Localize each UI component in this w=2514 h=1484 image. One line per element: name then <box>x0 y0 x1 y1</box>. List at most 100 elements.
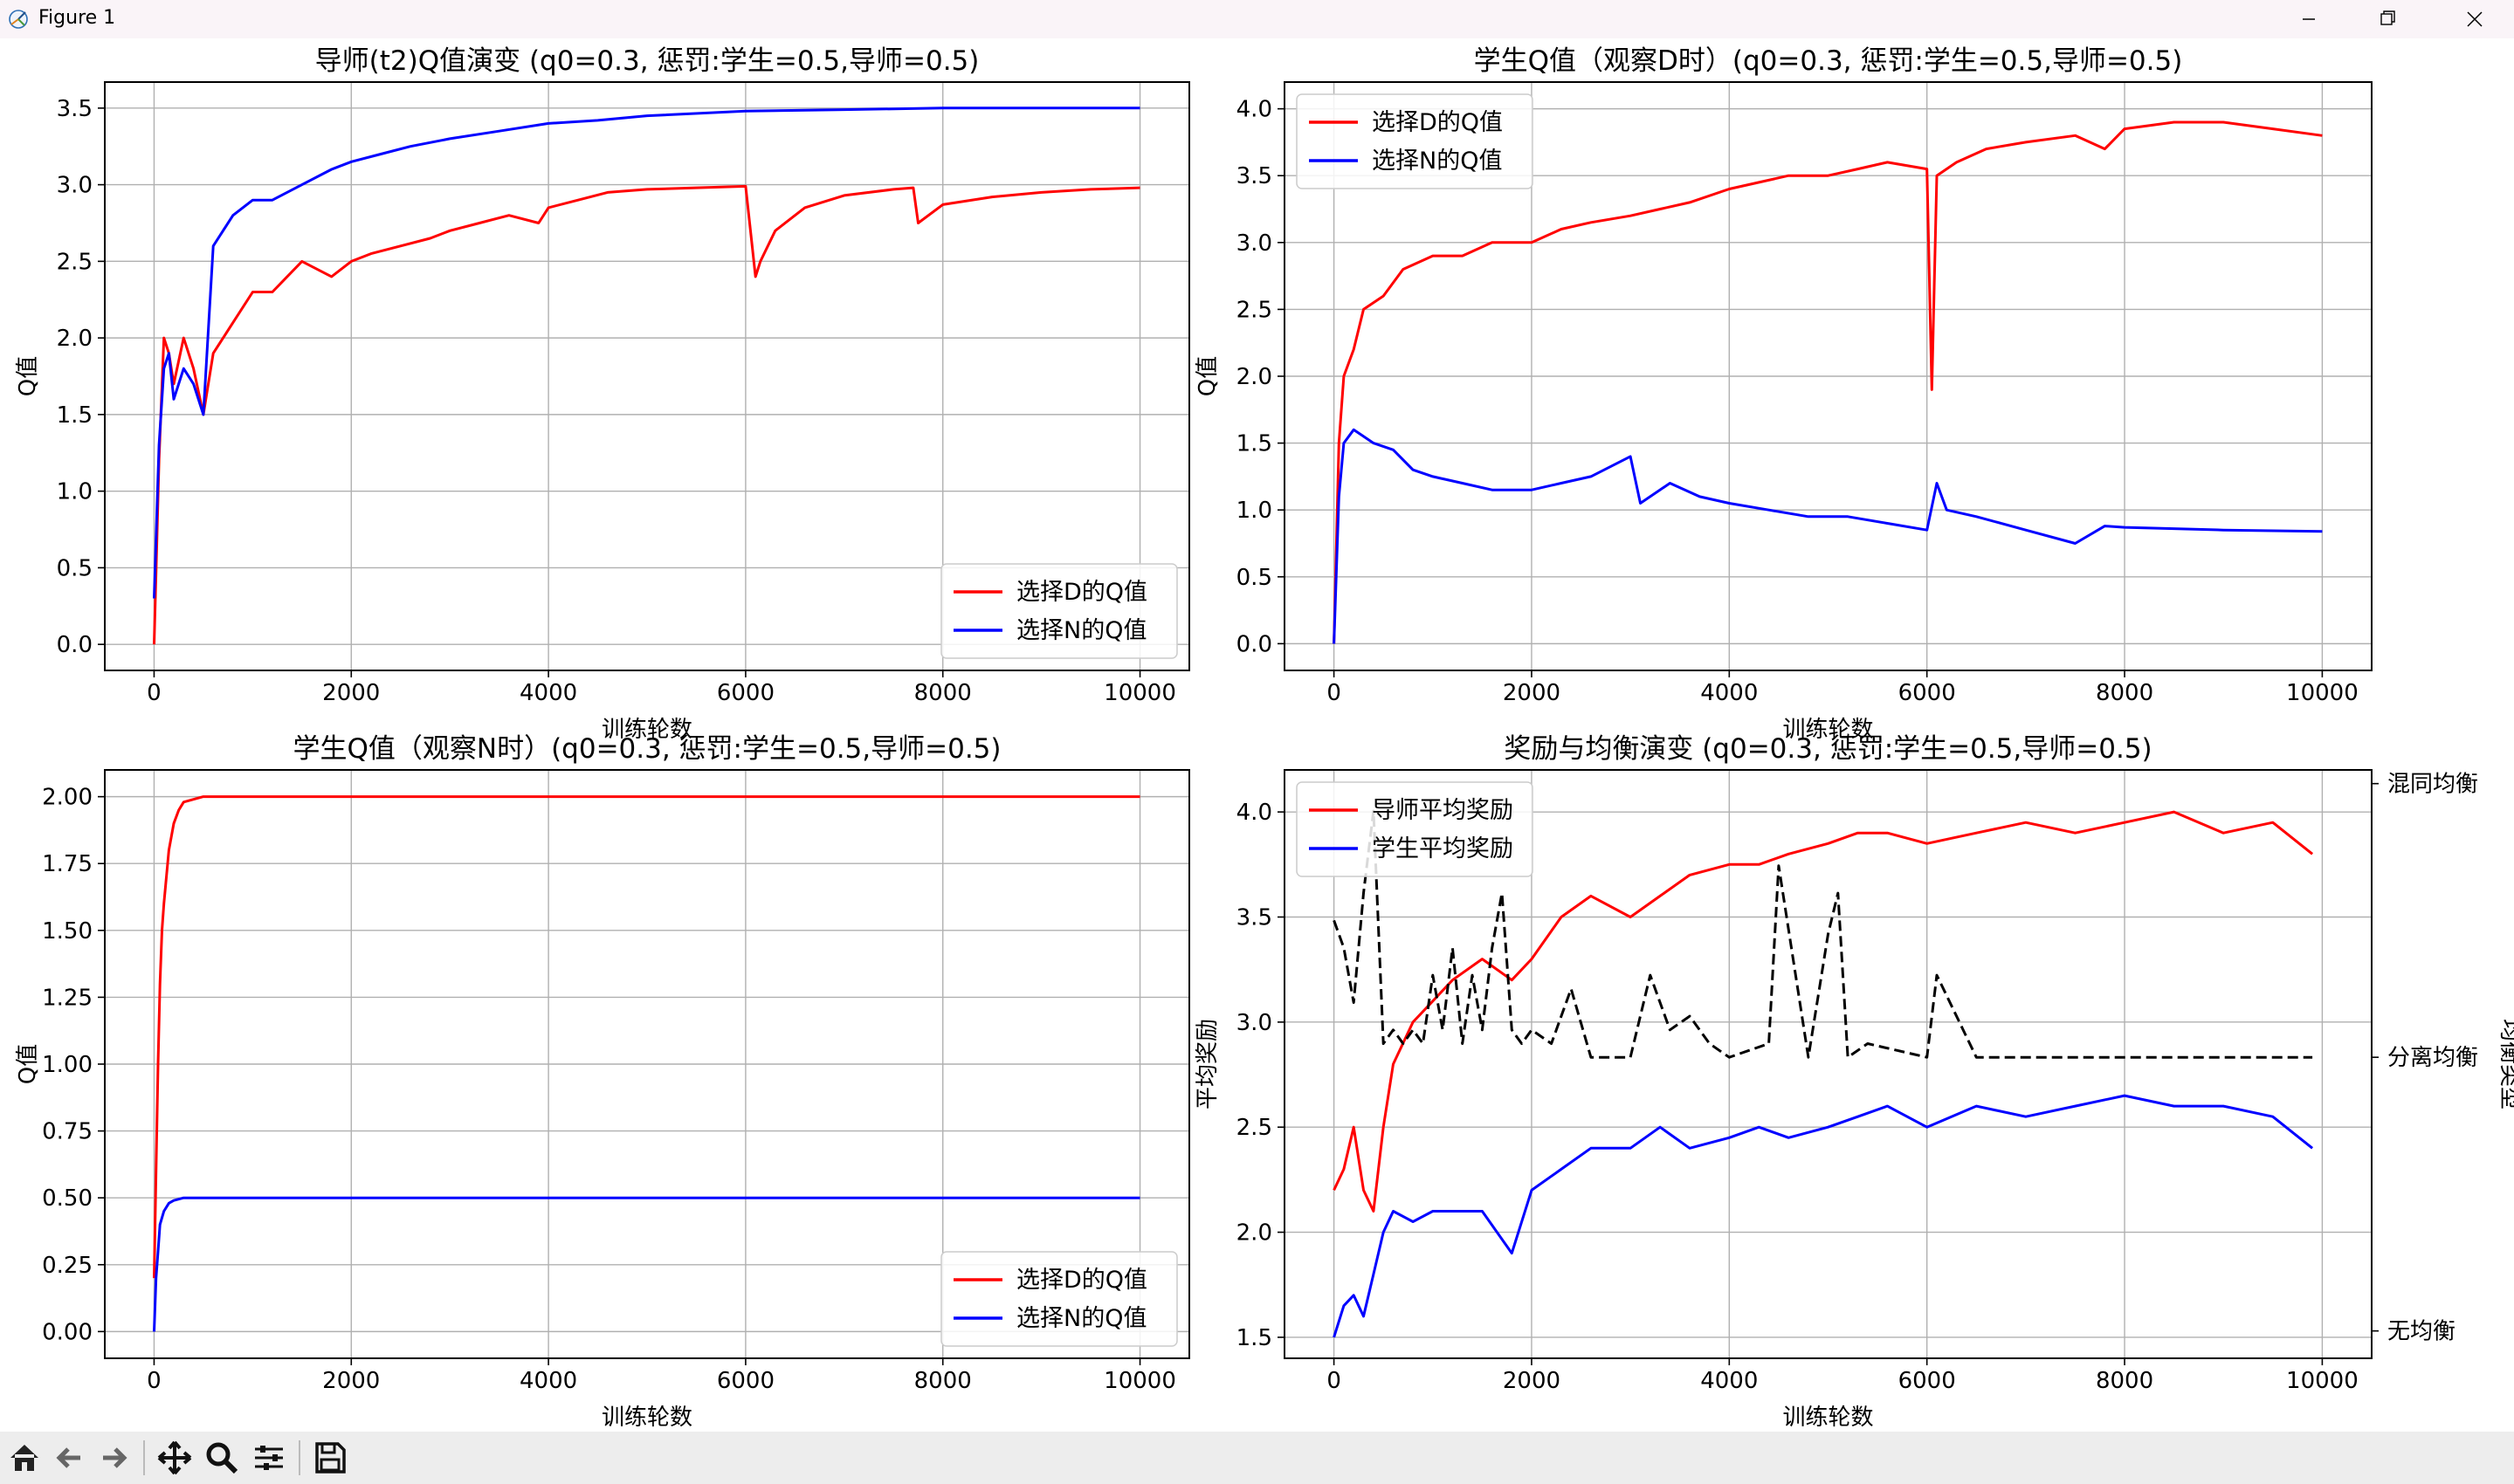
forward-arrow-icon <box>103 1447 127 1468</box>
toolbar-separator <box>143 1440 145 1475</box>
y-tick-label: 1.25 <box>42 985 93 1011</box>
axes-frame <box>104 81 1190 671</box>
y-tick-label: 0.75 <box>42 1119 93 1145</box>
figure-canvas: 0 2000 4000 6000 8000 10000 0.0 0.5 1.0 1.5 2.0 2.5… <box>15 45 2514 1431</box>
navigation-toolbar <box>0 1432 2514 1484</box>
y-tick-label: 0.50 <box>42 1185 93 1212</box>
home-button[interactable] <box>5 1439 44 1477</box>
x-tick-label: 6000 <box>717 1368 775 1394</box>
y-tick-label: 3.5 <box>1236 905 1272 931</box>
x-tick-label: 8000 <box>2096 680 2153 706</box>
y-axis-label: Q值 <box>1195 356 1221 396</box>
y-axis-label: 平均奖励 <box>1195 1019 1221 1110</box>
x-tick-label: 4000 <box>520 1368 577 1394</box>
save-button[interactable] <box>311 1439 349 1477</box>
x-tick-label: 2000 <box>322 680 380 706</box>
back-arrow-button[interactable] <box>51 1439 89 1477</box>
x-tick-label: 2000 <box>322 1368 380 1394</box>
legend-box <box>940 1251 1178 1347</box>
chart-title: 学生Q值（观察N时）(q0=0.3, 惩罚:学生=0.5,导师=0.5) <box>293 733 1001 765</box>
y-tick-label: 1.5 <box>1236 431 1272 457</box>
legend-box <box>940 563 1178 659</box>
series-line-1 <box>1333 810 2314 1213</box>
legend-label: 导师平均奖励 <box>1372 797 1513 824</box>
y2-tick-label: 混同均衡 <box>2387 772 2478 798</box>
legend-box <box>1296 781 1533 877</box>
y-tick-label: 2.5 <box>1236 297 1272 323</box>
pan-button[interactable] <box>155 1439 194 1477</box>
subplots-config-icon <box>255 1446 283 1470</box>
series-line-2 <box>1333 428 2323 644</box>
zoom-icon <box>206 1442 238 1474</box>
series-line-1 <box>153 184 1140 645</box>
x-axis-label: 训练轮数 <box>602 1405 692 1431</box>
y-tick-label: 1.0 <box>57 479 93 505</box>
y-tick-label: 3.5 <box>1236 163 1272 189</box>
x-tick-label: 8000 <box>914 1368 972 1394</box>
series-line-1 <box>1333 120 2323 644</box>
forward-arrow-button[interactable] <box>94 1439 133 1477</box>
minimize-icon <box>2303 18 2315 20</box>
y-tick-label: 2.00 <box>42 785 93 811</box>
legend-label: 选择N的Q值 <box>1372 148 1502 175</box>
x-tick-label: 4000 <box>520 680 577 706</box>
series-line-2 <box>1333 1094 2314 1338</box>
series-line-2 <box>153 106 1140 599</box>
chart-panel-4: 0 2000 4000 6000 8000 10000 1.5 2.0 2.5 3.0 3.5 4.0… <box>1195 733 2514 1431</box>
y2-tick-label: 无均衡 <box>2387 1319 2455 1345</box>
y-tick-label: 0.5 <box>57 555 93 581</box>
y2-tick-label: 分离均衡 <box>2387 1045 2478 1071</box>
toolbar-separator <box>299 1440 300 1475</box>
y-tick-label: 2.0 <box>1236 364 1272 390</box>
y-tick-label: 2.5 <box>1236 1115 1272 1141</box>
x-tick-label: 8000 <box>2096 1368 2153 1394</box>
y-tick-label: 1.75 <box>42 851 93 877</box>
y-tick-label: 4.0 <box>1236 97 1272 123</box>
y-tick-label: 4.0 <box>1236 800 1272 826</box>
y-tick-label: 1.5 <box>1236 1325 1272 1351</box>
x-tick-label: 10000 <box>1104 680 1176 706</box>
y2-axis-label: 均衡类型 <box>2497 1019 2514 1110</box>
y-tick-label: 3.0 <box>57 173 93 199</box>
x-tick-label: 0 <box>147 680 162 706</box>
chart-panel-3: 0 2000 4000 6000 8000 10000 0.00 0.25 0.50 0.75 1.… <box>15 733 1190 1431</box>
y-tick-label: 1.00 <box>42 1052 93 1078</box>
close-button[interactable] <box>2435 0 2514 38</box>
y-tick-label: 0.5 <box>1236 565 1272 591</box>
x-tick-label: 10000 <box>2286 1368 2359 1394</box>
subplots-config-button[interactable] <box>250 1439 288 1477</box>
x-tick-label: 6000 <box>717 680 775 706</box>
legend-label: 选择N的Q值 <box>1016 617 1147 644</box>
y-tick-label: 0.0 <box>57 632 93 658</box>
x-axis-label: 训练轮数 <box>1782 717 1873 743</box>
chart-title: 导师(t2)Q值演变 (q0=0.3, 惩罚:学生=0.5,导师=0.5) <box>315 45 980 77</box>
y-tick-label: 3.0 <box>1236 230 1272 257</box>
restore-button[interactable] <box>2348 0 2427 38</box>
x-tick-label: 8000 <box>914 680 972 706</box>
equilibrium-type-line <box>1333 809 2313 1059</box>
restore-icon <box>2380 10 2395 25</box>
y-tick-label: 3.0 <box>1236 1010 1272 1036</box>
chart-title: 奖励与均衡演变 (q0=0.3, 惩罚:学生=0.5,导师=0.5) <box>1504 733 2152 765</box>
legend-label: 选择D的Q值 <box>1016 1267 1147 1294</box>
zoom-button[interactable] <box>203 1439 241 1477</box>
minimize-button[interactable] <box>2269 0 2348 38</box>
x-tick-label: 4000 <box>1700 1368 1758 1394</box>
y-tick-label: 1.50 <box>42 918 93 945</box>
y-tick-label: 1.0 <box>1236 498 1272 524</box>
chart-panel-2: 0 2000 4000 6000 8000 10000 0.0 0.5 1.0 1.5 2.0 2.5… <box>1195 45 2373 743</box>
x-tick-label: 4000 <box>1700 680 1758 706</box>
pan-icon <box>157 1440 192 1475</box>
x-tick-label: 10000 <box>1104 1368 1176 1394</box>
series-line-2 <box>153 1196 1140 1332</box>
app-icon <box>9 10 28 29</box>
axes-frame <box>1284 769 2373 1359</box>
y-tick-label: 2.0 <box>57 326 93 352</box>
save-icon <box>315 1442 346 1474</box>
y-tick-label: 0.25 <box>42 1253 93 1279</box>
x-tick-label: 0 <box>1326 680 1341 706</box>
x-tick-label: 6000 <box>1898 1368 1956 1394</box>
